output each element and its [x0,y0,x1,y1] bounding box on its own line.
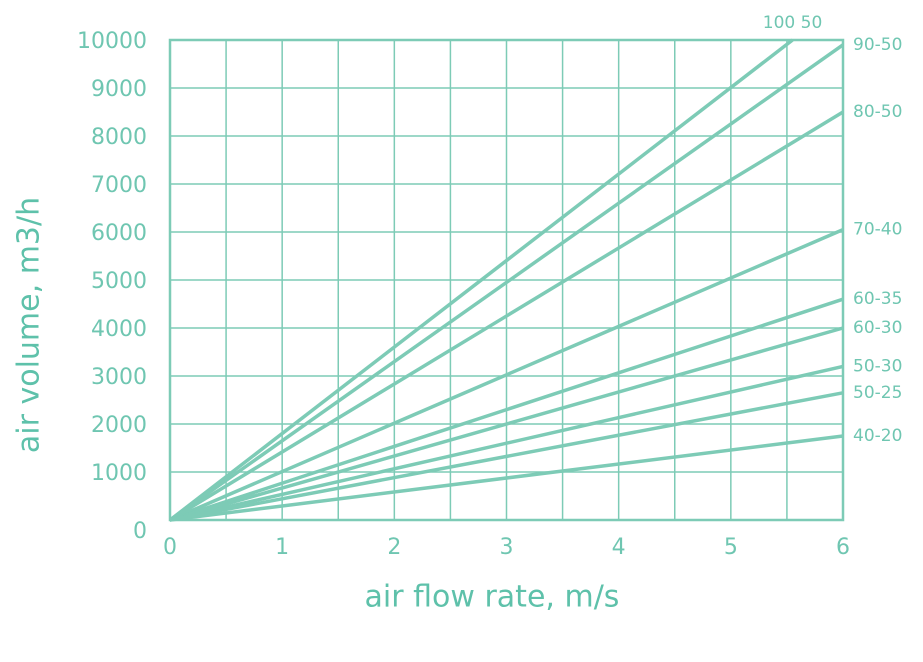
y-tick-label: 6000 [91,221,147,246]
series-line [168,43,845,522]
x-tick-label: 3 [500,535,514,560]
x-tick-label: 1 [275,535,289,560]
x-tick-label: 5 [724,535,738,560]
line-label: 40-20 [853,426,902,446]
line-label: 90-50 [853,35,902,55]
series-line [169,364,844,522]
y-tick-label: 1000 [91,461,147,486]
y-axis-title: air volume, m3/h [12,197,47,453]
series-line [169,297,844,522]
series-line [168,38,794,522]
x-tick-label: 2 [387,535,401,560]
x-tick-label: 6 [836,535,850,560]
x-tick-label: 0 [163,535,177,560]
line-label: 50-25 [853,383,902,403]
x-axis-title: air flow rate, m/s [365,580,620,615]
line-label: 70-40 [853,220,902,240]
plot-border [168,38,845,522]
y-tick-label: 7000 [91,173,147,198]
line-label: 60-35 [853,289,902,309]
y-tick-label: 9000 [91,77,147,102]
y-tick-label: 4000 [91,317,147,342]
y-tick-label: 10000 [77,29,147,54]
series-line [169,110,844,522]
y-tick-label: 8000 [91,125,147,150]
line-label: 100 50 [763,13,822,33]
x-tick-label: 4 [612,535,626,560]
series-line [169,434,844,522]
y-tick-label: 3000 [91,365,147,390]
line-label: 50-30 [853,356,902,376]
y-tick-label: 0 [133,519,147,544]
line-label: 80-50 [853,102,902,122]
y-tick-label: 5000 [91,269,147,294]
series-line [169,326,844,522]
series-line [169,391,844,522]
y-tick-label: 2000 [91,413,147,438]
series-line [169,227,844,522]
line-label: 60-30 [853,318,902,338]
